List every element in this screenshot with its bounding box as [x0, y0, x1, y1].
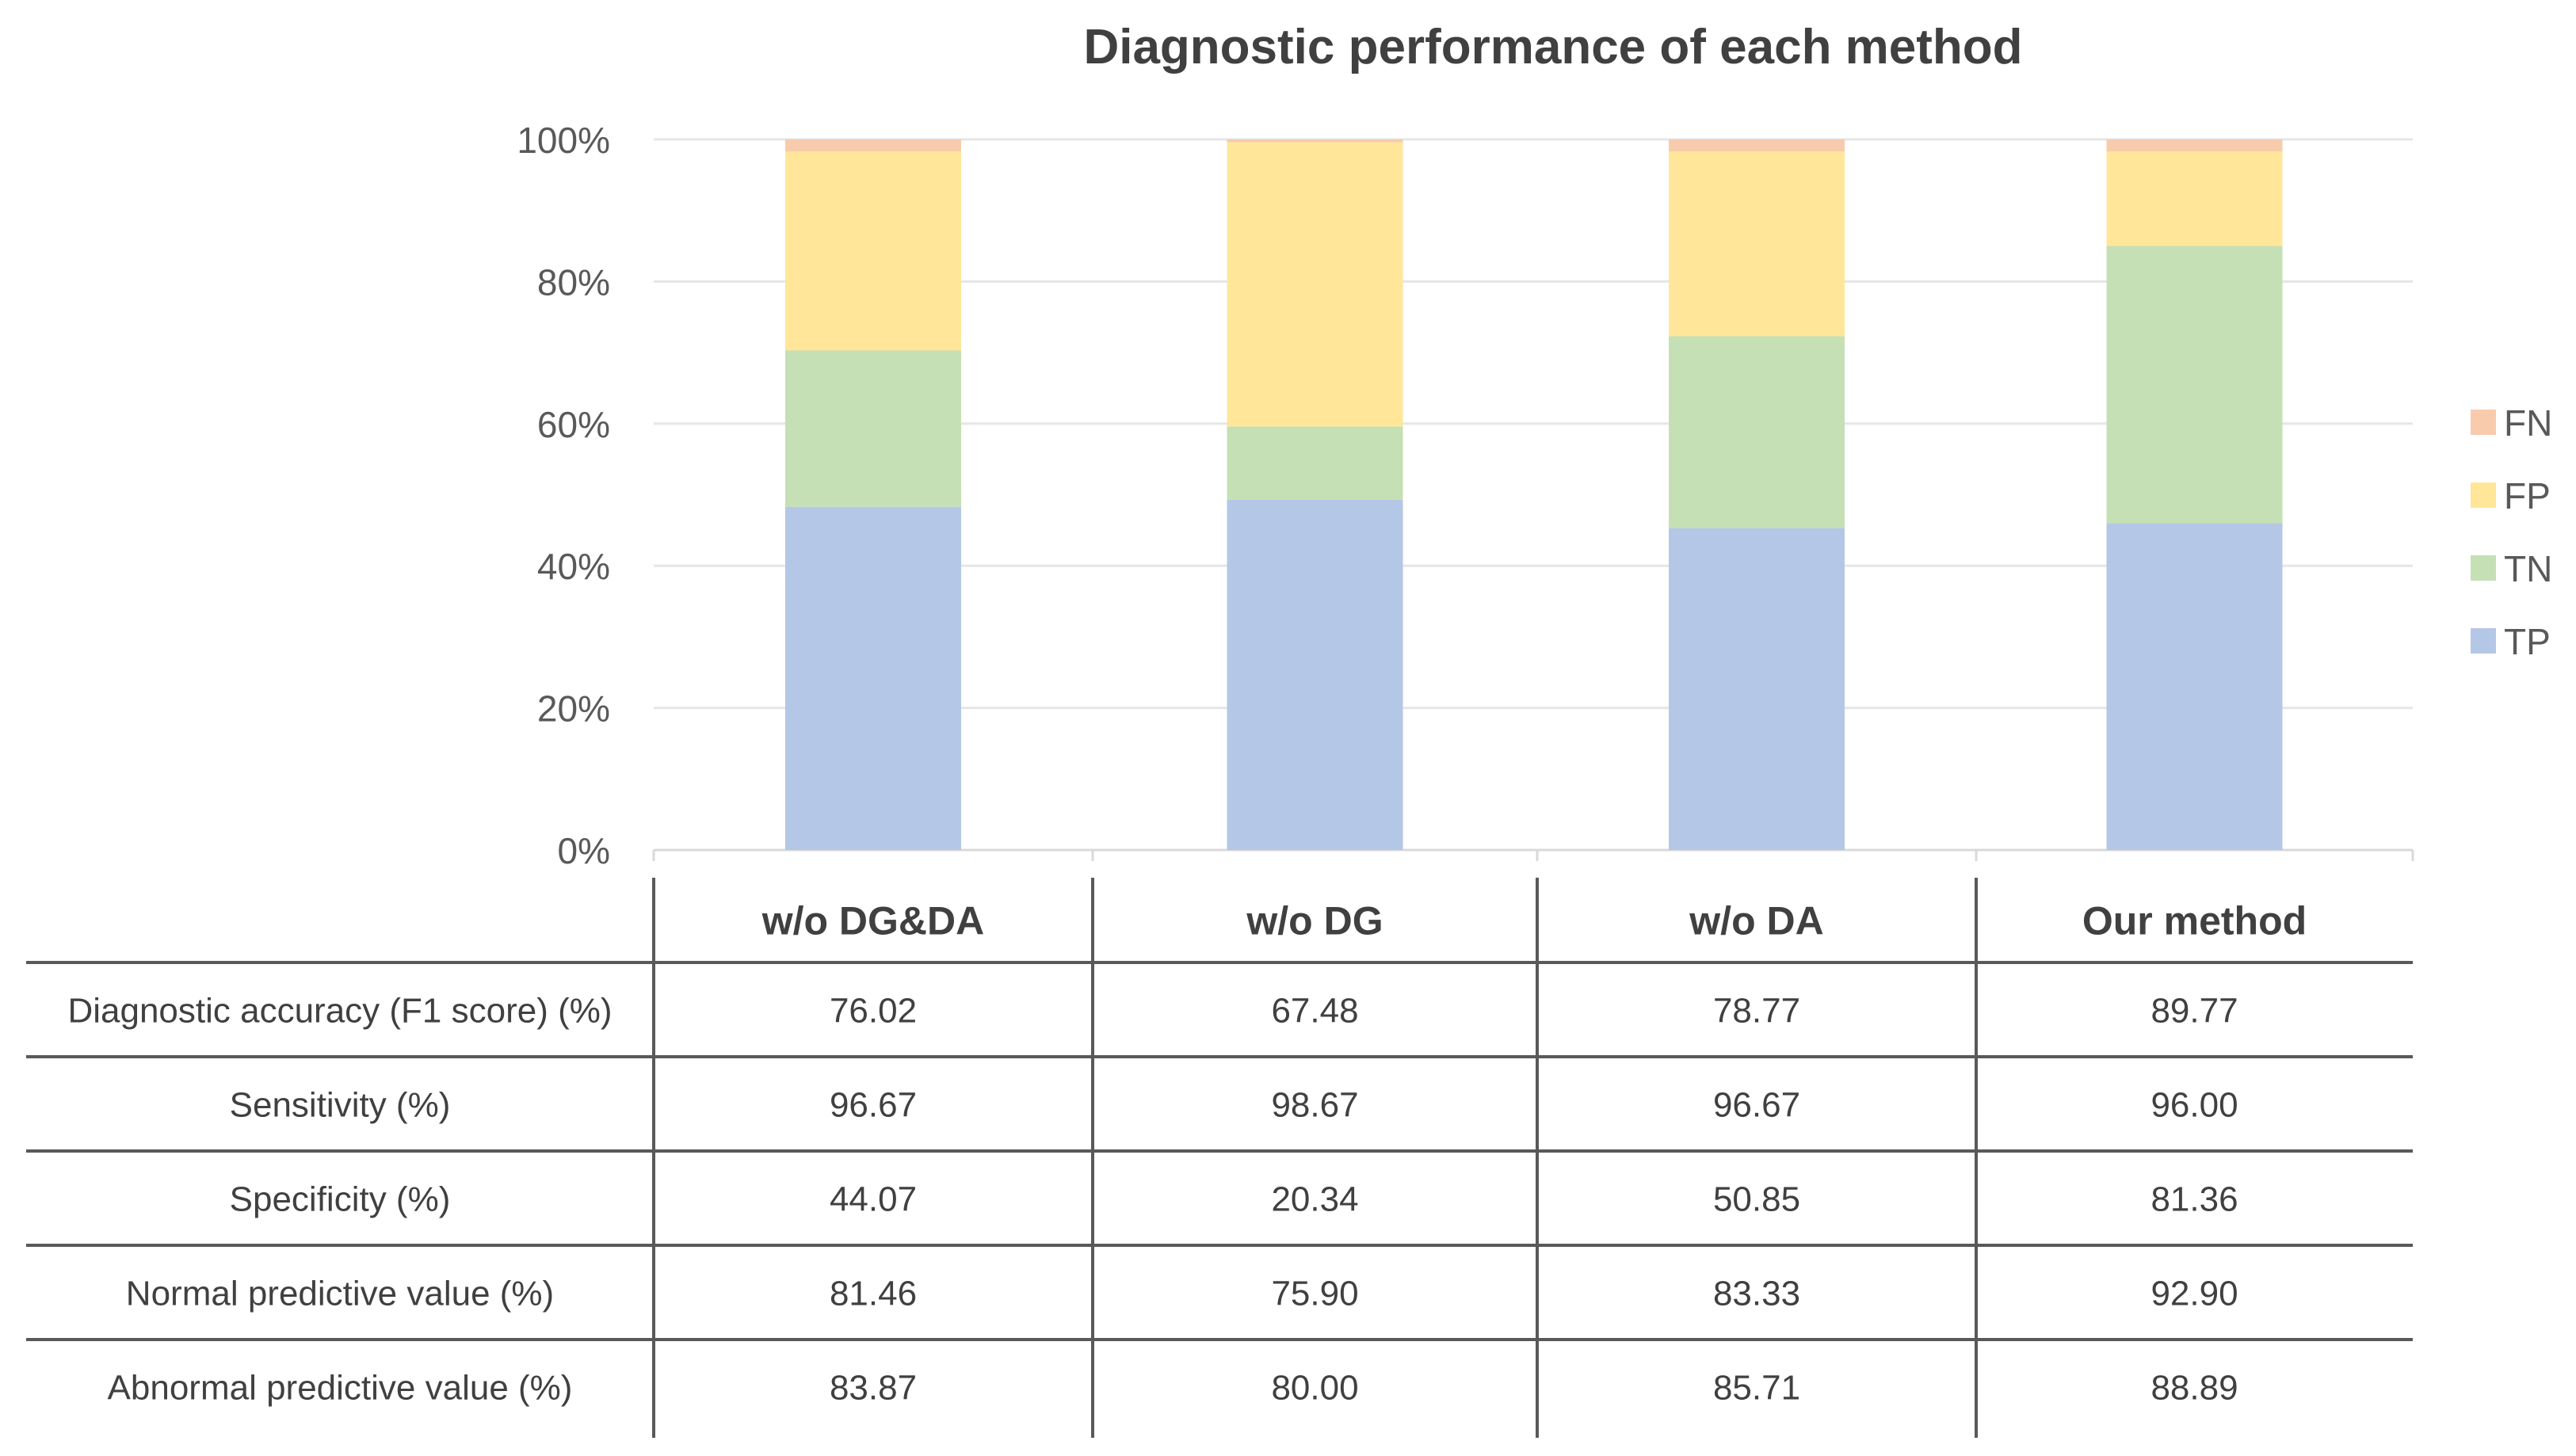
table-row-label: Diagnostic accuracy (F1 score) (%) — [67, 992, 612, 1031]
legend-label-fp: FP — [2504, 475, 2551, 516]
bar-fp — [1227, 142, 1403, 427]
table-cell: 81.36 — [2150, 1180, 2238, 1219]
table-header: w/o DG — [1246, 899, 1383, 943]
legend-swatch-fn — [2471, 410, 2496, 435]
chart-title: Diagnostic performance of each method — [1083, 20, 2022, 74]
bar-fp — [1669, 151, 1845, 337]
table-cell: 98.67 — [1271, 1086, 1358, 1125]
bar-tn — [785, 350, 961, 507]
bar-fn — [1669, 139, 1845, 152]
bar-fn — [2106, 139, 2283, 152]
legend-swatch-tn — [2471, 555, 2496, 581]
y-tick-label: 0% — [558, 830, 610, 871]
y-tick-label: 40% — [537, 546, 610, 587]
bar-fp — [2106, 151, 2283, 246]
y-tick-label: 20% — [537, 688, 610, 730]
table-cell: 50.85 — [1713, 1180, 1800, 1219]
y-tick-label: 80% — [537, 261, 610, 303]
table-cell: 78.77 — [1713, 992, 1800, 1031]
table-header: w/o DG&DA — [761, 899, 985, 943]
table-cell: 67.48 — [1271, 992, 1358, 1031]
table-cell: 81.46 — [830, 1275, 917, 1313]
bar-tn — [1227, 426, 1403, 500]
table-cell: 89.77 — [2150, 992, 2238, 1031]
table-cell: 96.67 — [830, 1086, 917, 1125]
bar-tp — [2106, 523, 2283, 850]
y-axis-ticks: 0% 20% 40% 60% 80% 100% — [517, 120, 610, 871]
bar-fn — [785, 139, 961, 152]
table-cell: 76.02 — [830, 992, 917, 1031]
table-cell: 92.90 — [2150, 1275, 2238, 1313]
legend-swatch-fp — [2471, 482, 2496, 508]
table-row-label: Specificity (%) — [230, 1180, 451, 1219]
bars — [785, 139, 2283, 850]
bar-tp — [785, 506, 961, 850]
table-cell: 80.00 — [1271, 1369, 1358, 1408]
table-cell: 44.07 — [830, 1180, 917, 1219]
bar-tp — [1227, 499, 1403, 850]
bar-tn — [1669, 336, 1845, 528]
table-header: w/o DA — [1689, 899, 1823, 943]
legend-label-tp: TP — [2504, 621, 2551, 662]
table-cell: 96.67 — [1713, 1086, 1800, 1125]
bar-fn — [1227, 139, 1403, 143]
table-cell: 83.87 — [830, 1369, 917, 1408]
table-cell: 85.71 — [1713, 1369, 1800, 1408]
legend-label-fn: FN — [2504, 402, 2552, 444]
table-row-label: Sensitivity (%) — [230, 1086, 451, 1125]
table-row-label: Normal predictive value (%) — [126, 1275, 554, 1313]
bar-tp — [1669, 528, 1845, 850]
table-cell: 88.89 — [2150, 1369, 2238, 1408]
table-cell: 83.33 — [1713, 1275, 1800, 1313]
table-cell: 20.34 — [1271, 1180, 1358, 1219]
table-row-label: Abnormal predictive value (%) — [108, 1369, 573, 1408]
bar-fp — [785, 151, 961, 351]
legend-label-tn: TN — [2504, 548, 2552, 589]
legend: FN FP TN TP — [2471, 402, 2552, 662]
y-tick-label: 60% — [537, 404, 610, 445]
bar-tn — [2106, 246, 2283, 524]
data-table: w/o DG&DA w/o DG w/o DA Our method Diagnosti… — [26, 878, 2413, 1438]
legend-swatch-tp — [2471, 628, 2496, 654]
table-cell: 96.00 — [2150, 1086, 2238, 1125]
table-cell: 75.90 — [1271, 1275, 1358, 1313]
table-header: Our method — [2082, 899, 2307, 943]
y-tick-label: 100% — [517, 120, 610, 161]
